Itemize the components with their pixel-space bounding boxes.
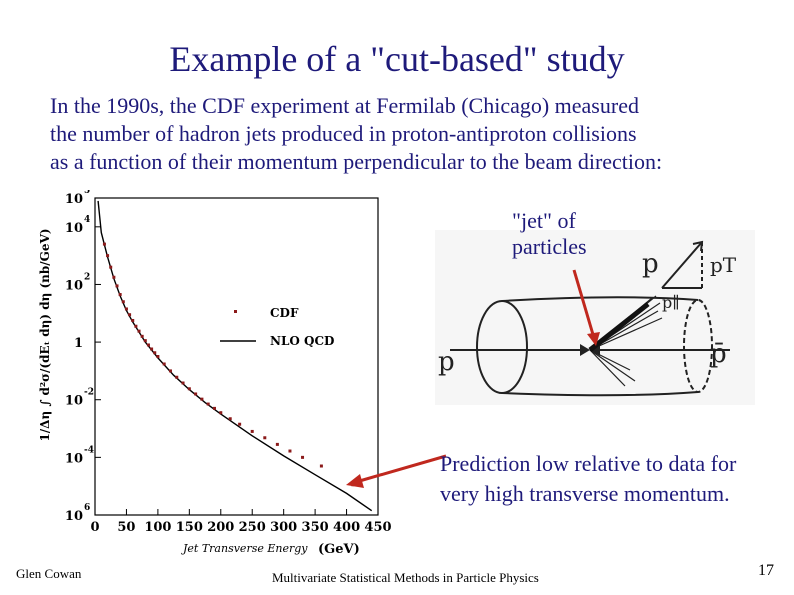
cdf-data-point [128, 313, 132, 317]
footer-talk-title: Multivariate Statistical Methods in Part… [272, 570, 539, 585]
y-tick-exponent: -4 [84, 445, 94, 455]
p-vector-label: p [642, 249, 659, 279]
jet-momentum-arrow [588, 302, 650, 352]
cdf-data-point [168, 369, 172, 373]
cdf-data-point [238, 422, 242, 426]
beam-pipe-sketch [476, 296, 713, 397]
cdf-data-point [206, 402, 210, 406]
y-tick-exponent: 4 [84, 215, 90, 225]
cdf-data-point [118, 293, 122, 297]
y-tick-exponent: 5 [84, 190, 90, 196]
cdf-data-point [143, 339, 147, 343]
legend-nlo-label: NLO QCD [270, 334, 334, 348]
cdf-data-point [131, 318, 135, 322]
page-number: 17 [758, 562, 774, 579]
jet-label-line: "jet" of [512, 208, 576, 233]
prediction-line: Prediction low relative to data for [440, 451, 737, 476]
cdf-data-point [112, 275, 116, 279]
cdf-data-point [134, 324, 138, 328]
jet-pointer-arrowhead [587, 332, 600, 346]
y-tick-exponent: 2 [84, 272, 90, 282]
cdf-data-point [275, 442, 279, 446]
x-tick-label: 250 [239, 520, 266, 535]
prediction-text: Prediction low relative to data for very… [440, 449, 736, 509]
x-tick-label: 150 [176, 520, 203, 535]
jet-et-spectrum-chart: 0 50 100 150 200 250 300 350 400 450105104102110-… [38, 190, 392, 557]
y-tick-label: 10 [65, 509, 83, 524]
antiproton-label: p̄ [710, 339, 727, 369]
x-tick-label: 100 [144, 520, 171, 535]
jet-label: "jet" of particles [512, 208, 587, 260]
pt-label: pT [710, 253, 737, 277]
x-axis-label: Jet Transverse Energy [181, 542, 308, 555]
x-tick-label: 50 [117, 520, 135, 535]
cdf-data-point [162, 362, 166, 366]
proton-label: p [438, 347, 455, 377]
cdf-data-point [228, 417, 232, 421]
intro-line: In the 1990s, the CDF experiment at Ferm… [50, 93, 639, 118]
slide-title: Example of a "cut-based" study [169, 39, 625, 79]
cdf-data-point [250, 429, 254, 433]
cdf-data-point [319, 464, 323, 468]
cdf-data-point [106, 254, 110, 258]
intro-text: In the 1990s, the CDF experiment at Ferm… [50, 92, 662, 176]
cdf-data-point [181, 381, 185, 385]
x-tick-label: 350 [302, 520, 329, 535]
plot-frame [94, 197, 379, 516]
legend-cdf-marker [234, 310, 237, 313]
nlo-qcd-curve [97, 200, 373, 512]
momentum-vector-diagram [661, 240, 704, 289]
cdf-data-point [175, 375, 179, 379]
jet-label-line: particles [512, 234, 587, 259]
y-tick-exponent: -2 [84, 388, 94, 398]
cdf-data-point [194, 392, 198, 396]
cdf-data-point [102, 242, 106, 246]
x-tick-label: 200 [207, 520, 234, 535]
x-axis-unit: (GeV) [318, 542, 360, 557]
jet-sketch: p pT p∥ p p̄ [435, 230, 755, 405]
x-tick-label: 0 [90, 520, 99, 535]
intro-line: as a function of their momentum perpendi… [50, 149, 663, 174]
cdf-data-point [263, 436, 267, 440]
x-tick-label: 300 [270, 520, 297, 535]
y-tick-label: 10 [65, 451, 83, 466]
cdf-data-point [140, 334, 144, 338]
y-tick-label: 1 [74, 336, 83, 351]
y-tick-exponent: 6 [84, 503, 90, 513]
cdf-data-point [115, 284, 119, 288]
cdf-data-point [212, 406, 216, 410]
footer-author: Glen Cowan [16, 566, 82, 581]
y-tick-label: 10 [65, 278, 83, 293]
cdf-data-point [301, 455, 305, 459]
cdf-data-point [109, 265, 113, 269]
y-axis-label: 1/Δη ∫ d²σ/(dEₜ dη) dη (nb/GeV) [38, 228, 52, 441]
prediction-arrow-shaft [355, 454, 447, 484]
cdf-data-point [288, 449, 292, 453]
y-tick-label: 10 [65, 221, 83, 236]
prediction-arrow [346, 454, 447, 488]
cdf-data-point [150, 347, 154, 351]
cdf-data-point [146, 343, 150, 347]
legend-cdf-label: CDF [270, 306, 299, 320]
prediction-arrowhead [346, 474, 364, 488]
cdf-data-point [200, 397, 204, 401]
cdf-data-point [137, 329, 141, 333]
cdf-data-point [121, 300, 125, 304]
cdf-data-point [187, 387, 191, 391]
cdf-data-point [156, 355, 160, 358]
cdf-data-point [153, 351, 157, 355]
y-tick-label: 10 [65, 192, 83, 207]
cdf-data-point [124, 307, 128, 311]
x-tick-label: 450 [364, 520, 391, 535]
intro-line: the number of hadron jets produced in pr… [50, 121, 637, 146]
y-tick-label: 10 [65, 394, 83, 409]
p-parallel-label: p∥ [662, 293, 680, 312]
jet-pointer-arrow [572, 269, 596, 339]
prediction-line: very high transverse momentum. [440, 481, 730, 506]
x-tick-label: 400 [333, 520, 360, 535]
beam-arrow-left [580, 344, 590, 356]
cdf-data-point [219, 411, 223, 415]
